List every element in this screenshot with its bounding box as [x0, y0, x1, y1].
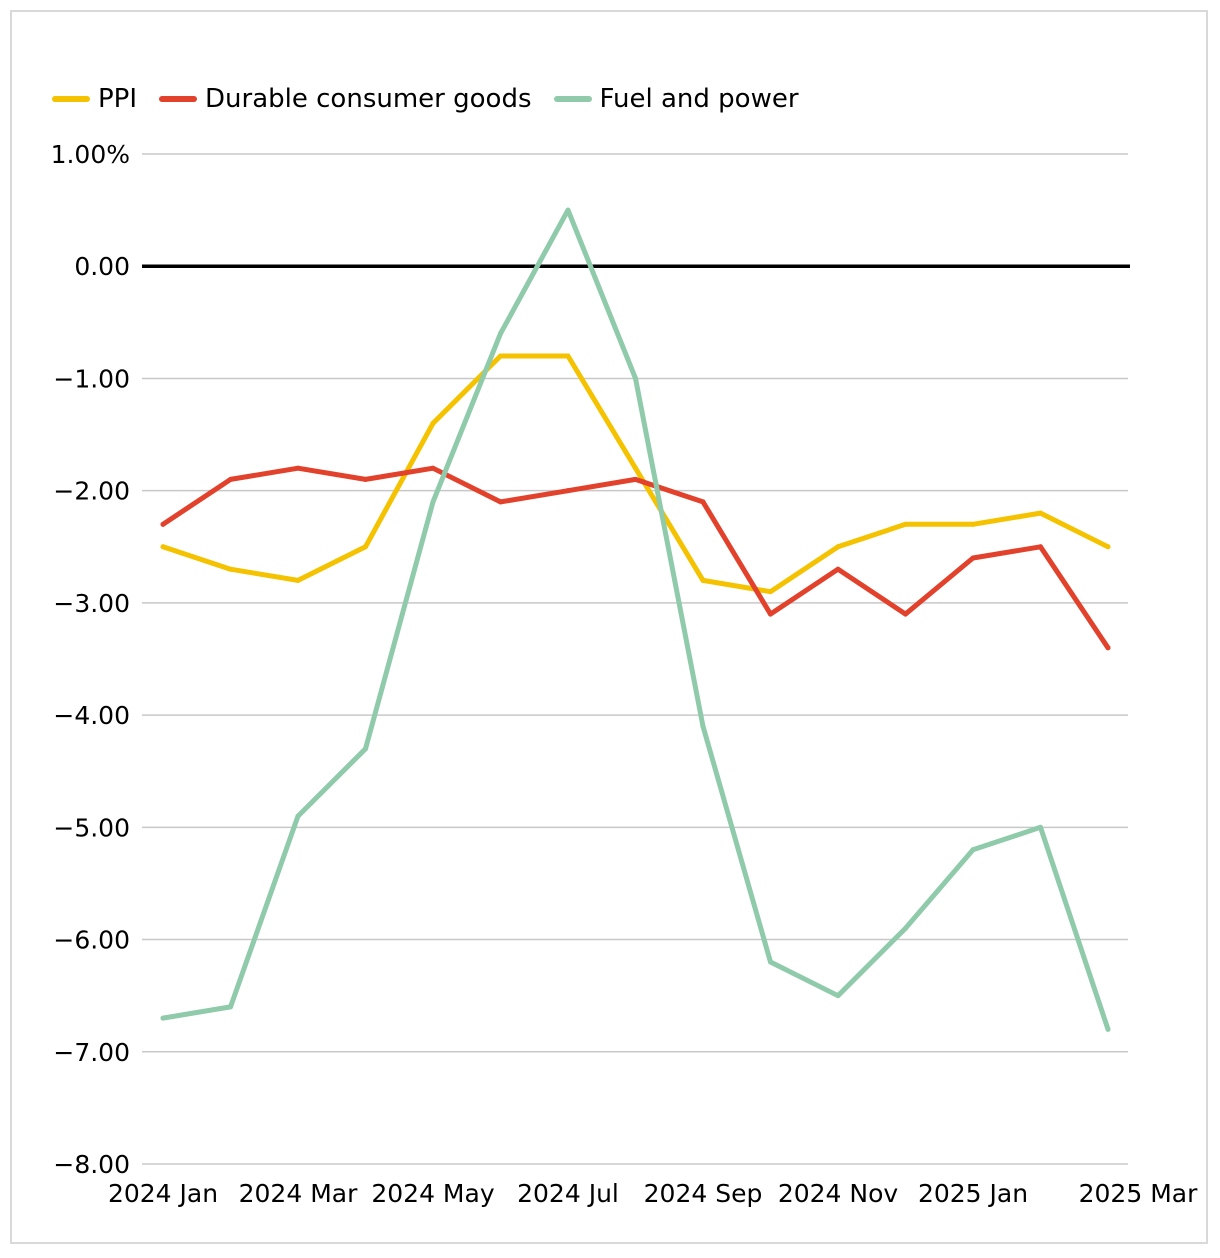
legend-label-fuel-and-power: Fuel and power: [599, 84, 799, 114]
legend-label-durable-consumer-goods: Durable consumer goods: [205, 84, 532, 114]
data-point-fuel-and-power: [700, 723, 706, 729]
data-point-durable-consumer-goods: [1105, 645, 1111, 651]
data-point-ppi: [228, 566, 233, 572]
data-point-durable-consumer-goods: [228, 476, 233, 482]
y-tick-label: −1.00: [53, 364, 130, 393]
data-point-durable-consumer-goods: [295, 465, 301, 471]
legend-swatch-fuel-and-power: [553, 96, 592, 102]
data-point-ppi: [498, 353, 503, 359]
x-tick-label: 2024 May: [371, 1179, 494, 1208]
data-point-fuel-and-power: [768, 959, 773, 965]
x-tick-label: 2024 Jan: [108, 1179, 218, 1208]
data-point-fuel-and-power: [160, 1015, 166, 1021]
data-point-fuel-and-power: [1038, 824, 1043, 830]
data-point-fuel-and-power: [1105, 1026, 1111, 1032]
y-tick-label: 0.00: [74, 252, 130, 281]
legend-label-ppi: PPI: [98, 84, 138, 114]
y-tick-label: −5.00: [53, 813, 130, 842]
data-point-fuel-and-power: [228, 1004, 233, 1010]
chart-frame: [10, 10, 1208, 1244]
data-point-ppi: [633, 465, 638, 471]
x-tick-label: 2024 Jul: [517, 1179, 619, 1208]
data-point-ppi: [430, 420, 436, 426]
legend-swatch-durable-consumer-goods: [159, 96, 198, 102]
series-line-durable-consumer-goods: [160, 465, 1111, 651]
data-point-ppi: [363, 544, 368, 550]
x-tick-label: 2024 Mar: [239, 1179, 358, 1208]
data-point-ppi: [700, 577, 706, 583]
data-point-ppi: [768, 589, 773, 595]
data-point-ppi: [970, 521, 976, 527]
x-tick-label: 2025 Mar: [1079, 1179, 1198, 1208]
data-point-ppi: [1038, 510, 1043, 516]
x-tick-label: 2025 Jan: [918, 1179, 1028, 1208]
y-tick-label: −8.00: [53, 1150, 130, 1179]
data-point-durable-consumer-goods: [970, 555, 976, 561]
x-tick-label: 2024 Sep: [644, 1179, 763, 1208]
data-point-fuel-and-power: [565, 207, 571, 213]
data-point-durable-consumer-goods: [363, 476, 368, 482]
data-point-fuel-and-power: [633, 375, 638, 381]
y-tick-label: −7.00: [53, 1038, 130, 1067]
legend: PPI Durable consumer goods Fuel and powe…: [52, 82, 821, 116]
data-point-durable-consumer-goods: [1038, 544, 1043, 550]
legend-item-fuel-and-power: Fuel and power: [553, 84, 799, 114]
data-point-ppi: [1105, 544, 1111, 550]
data-point-ppi: [835, 544, 841, 550]
data-point-ppi: [903, 521, 908, 527]
x-tick-label: 2024 Nov: [778, 1179, 899, 1208]
data-point-fuel-and-power: [430, 499, 436, 505]
data-point-fuel-and-power: [498, 331, 503, 337]
data-point-durable-consumer-goods: [498, 499, 503, 505]
y-tick-label: −2.00: [53, 477, 130, 506]
data-point-durable-consumer-goods: [160, 521, 166, 527]
y-tick-label: −4.00: [53, 701, 130, 730]
data-point-fuel-and-power: [295, 813, 301, 819]
y-tick-label: −3.00: [53, 589, 130, 618]
data-point-ppi: [160, 544, 166, 550]
series-line-fuel-and-power: [160, 207, 1111, 1032]
data-point-durable-consumer-goods: [430, 465, 436, 471]
data-point-fuel-and-power: [970, 847, 976, 853]
data-point-durable-consumer-goods: [565, 488, 571, 494]
data-point-fuel-and-power: [363, 746, 368, 752]
data-point-durable-consumer-goods: [700, 499, 706, 505]
data-point-durable-consumer-goods: [768, 611, 773, 617]
legend-swatch-ppi: [52, 96, 90, 102]
data-point-durable-consumer-goods: [835, 566, 841, 572]
data-point-ppi: [565, 353, 571, 359]
y-tick-label: 1.00%: [51, 140, 130, 169]
y-tick-label: −6.00: [53, 926, 130, 955]
data-point-durable-consumer-goods: [903, 611, 908, 617]
data-point-durable-consumer-goods: [633, 476, 638, 482]
legend-item-ppi: PPI: [52, 84, 137, 114]
data-point-fuel-and-power: [903, 925, 908, 931]
data-point-fuel-and-power: [835, 993, 841, 999]
legend-item-durable-consumer-goods: Durable consumer goods: [159, 84, 532, 114]
data-point-ppi: [295, 577, 301, 583]
